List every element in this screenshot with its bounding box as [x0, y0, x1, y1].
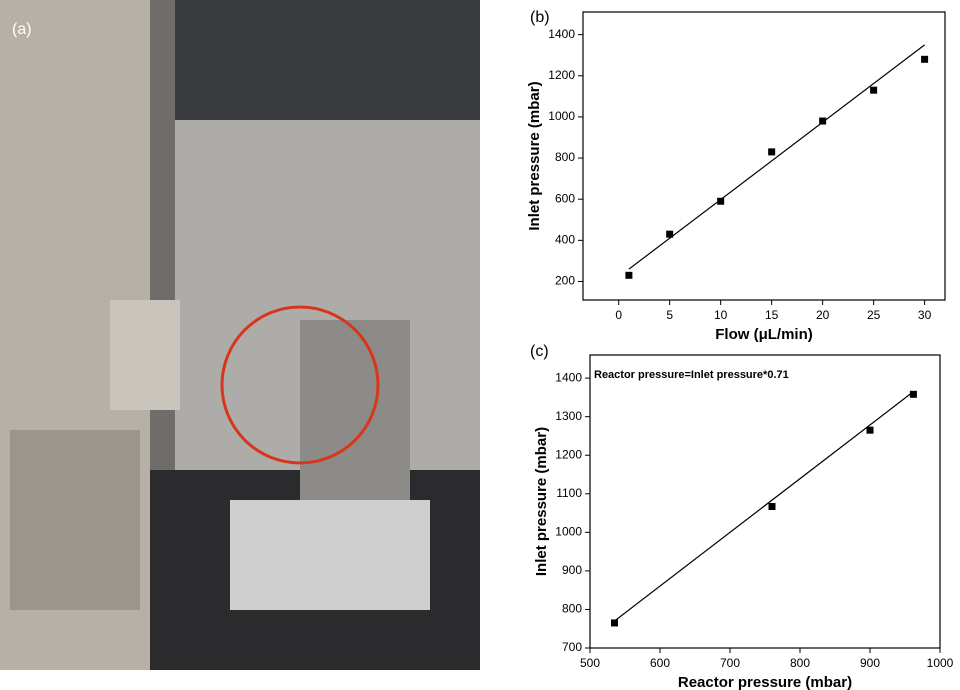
x-tick-label: 20 — [816, 308, 830, 322]
y-tick-label: 800 — [555, 150, 575, 164]
y-tick-label: 1200 — [548, 68, 575, 82]
y-tick-label: 800 — [562, 602, 582, 616]
y-axis-label: Inlet pressure (mbar) — [526, 81, 543, 230]
data-point — [909, 390, 917, 398]
data-point — [768, 503, 776, 511]
x-tick-label: 900 — [860, 656, 880, 670]
data-point — [611, 619, 618, 627]
x-tick-label: 10 — [714, 308, 728, 322]
data-point — [666, 230, 674, 238]
panel-label: (c) — [530, 343, 549, 360]
y-tick-label: 1400 — [548, 27, 575, 41]
stage — [230, 500, 430, 610]
data-point — [819, 117, 827, 125]
ceiling — [175, 0, 480, 120]
column-part — [110, 300, 180, 410]
y-tick-label: 1400 — [555, 370, 582, 384]
x-tick-label: 25 — [867, 308, 881, 322]
x-tick-label: 700 — [720, 656, 740, 670]
plot-frame — [582, 11, 946, 301]
y-tick-label: 200 — [555, 274, 575, 288]
photo: (a) — [0, 0, 480, 670]
data-point — [625, 271, 633, 279]
y-tick-label: 1100 — [556, 486, 582, 500]
x-tick-label: 5 — [666, 308, 673, 322]
panel-label: (b) — [530, 9, 550, 26]
y-tick-label: 1000 — [548, 109, 575, 123]
y-tick-label: 1200 — [555, 447, 582, 461]
data-point — [866, 426, 874, 434]
cable-box — [10, 430, 140, 610]
data-point — [717, 197, 725, 205]
x-tick-label: 800 — [790, 656, 810, 670]
x-axis-label: Reactor pressure (mbar) — [678, 674, 852, 690]
plot-frame — [589, 354, 941, 649]
x-axis-label: Flow (μL/min) — [715, 326, 813, 343]
x-tick-label: 30 — [918, 308, 932, 322]
annotation: Reactor pressure=Inlet pressure*0.71 — [594, 369, 789, 381]
data-point — [921, 55, 929, 63]
highlight-circle — [220, 305, 380, 465]
x-tick-label: 600 — [650, 656, 670, 670]
y-tick-label: 900 — [562, 563, 582, 577]
fit-line — [628, 44, 925, 270]
holder — [300, 320, 410, 500]
panel-label: (a) — [12, 21, 32, 38]
fit-line — [614, 391, 914, 622]
x-tick-label: 15 — [765, 308, 779, 322]
data-point — [768, 148, 776, 156]
y-axis-label: Inlet pressure (mbar) — [533, 427, 550, 576]
y-tick-label: 1000 — [555, 525, 582, 539]
y-tick-label: 1300 — [555, 409, 582, 423]
y-tick-label: 600 — [555, 191, 575, 205]
data-point — [870, 86, 878, 94]
y-tick-label: 400 — [555, 233, 575, 247]
y-tick-label: 700 — [562, 640, 582, 654]
x-tick-label: 1000 — [927, 656, 954, 670]
x-tick-label: 500 — [580, 656, 600, 670]
x-tick-label: 0 — [615, 308, 622, 322]
